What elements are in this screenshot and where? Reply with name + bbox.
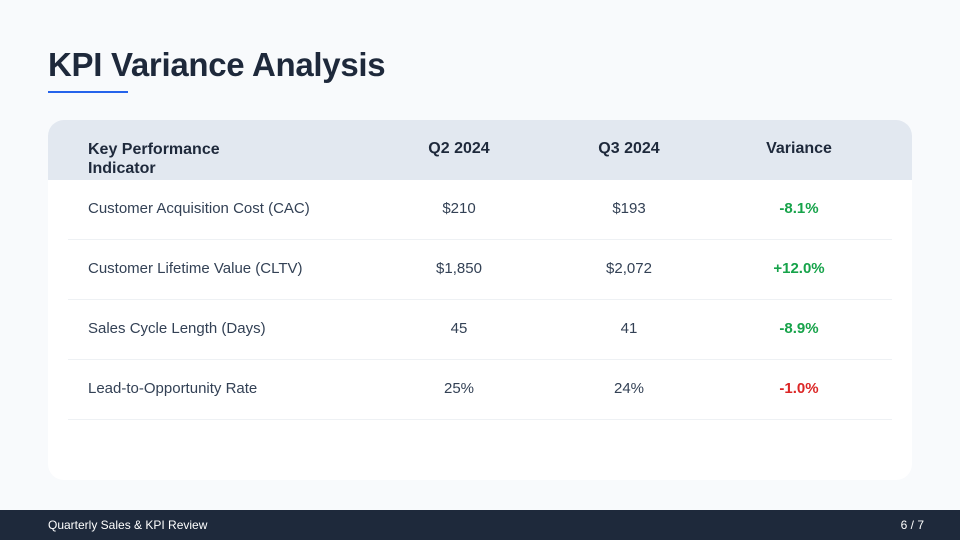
footer: Quarterly Sales & KPI Review 6 / 7 (0, 510, 960, 540)
table-header: Key Performance Indicator Q2 2024 Q3 202… (48, 120, 912, 180)
page-number: 6 / 7 (900, 518, 924, 532)
variance-value: +12.0% (773, 260, 825, 277)
q3-value: $193 (612, 200, 646, 217)
page-title: KPI Variance Analysis (48, 46, 386, 83)
header-kpi: Key Performance Indicator (88, 141, 220, 177)
kpi-name: Lead-to-Opportunity Rate (88, 380, 258, 397)
table-row: Customer Acquisition Cost (CAC) $210 $19… (68, 180, 892, 240)
kpi-name: Sales Cycle Length (Days) (88, 320, 266, 337)
table-row: Lead-to-Opportunity Rate 25% 24% -1.0% (68, 360, 892, 420)
header-variance: Variance (766, 140, 832, 157)
q2-value: $210 (442, 200, 476, 217)
kpi-name: Customer Acquisition Cost (CAC) (88, 200, 310, 217)
table-row: Customer Lifetime Value (CLTV) $1,850 $2… (68, 240, 892, 300)
variance-value: -8.9% (779, 320, 819, 337)
table-row: Sales Cycle Length (Days) 45 41 -8.9% (68, 300, 892, 360)
q2-value: 45 (450, 320, 468, 337)
kpi-name: Customer Lifetime Value (CLTV) (88, 260, 303, 277)
footer-title: Quarterly Sales & KPI Review (48, 518, 208, 532)
variance-value: -1.0% (779, 380, 819, 397)
q3-value: 24% (613, 380, 645, 397)
header-q2: Q2 2024 (428, 140, 490, 157)
header-q3: Q3 2024 (598, 140, 660, 157)
title-underline (48, 91, 128, 93)
kpi-table: Key Performance Indicator Q2 2024 Q3 202… (48, 120, 912, 480)
variance-value: -8.1% (779, 200, 819, 217)
q2-value: 25% (443, 380, 475, 397)
q2-value: $1,850 (436, 260, 482, 277)
q3-value: $2,072 (606, 260, 652, 277)
q3-value: 41 (620, 320, 638, 337)
